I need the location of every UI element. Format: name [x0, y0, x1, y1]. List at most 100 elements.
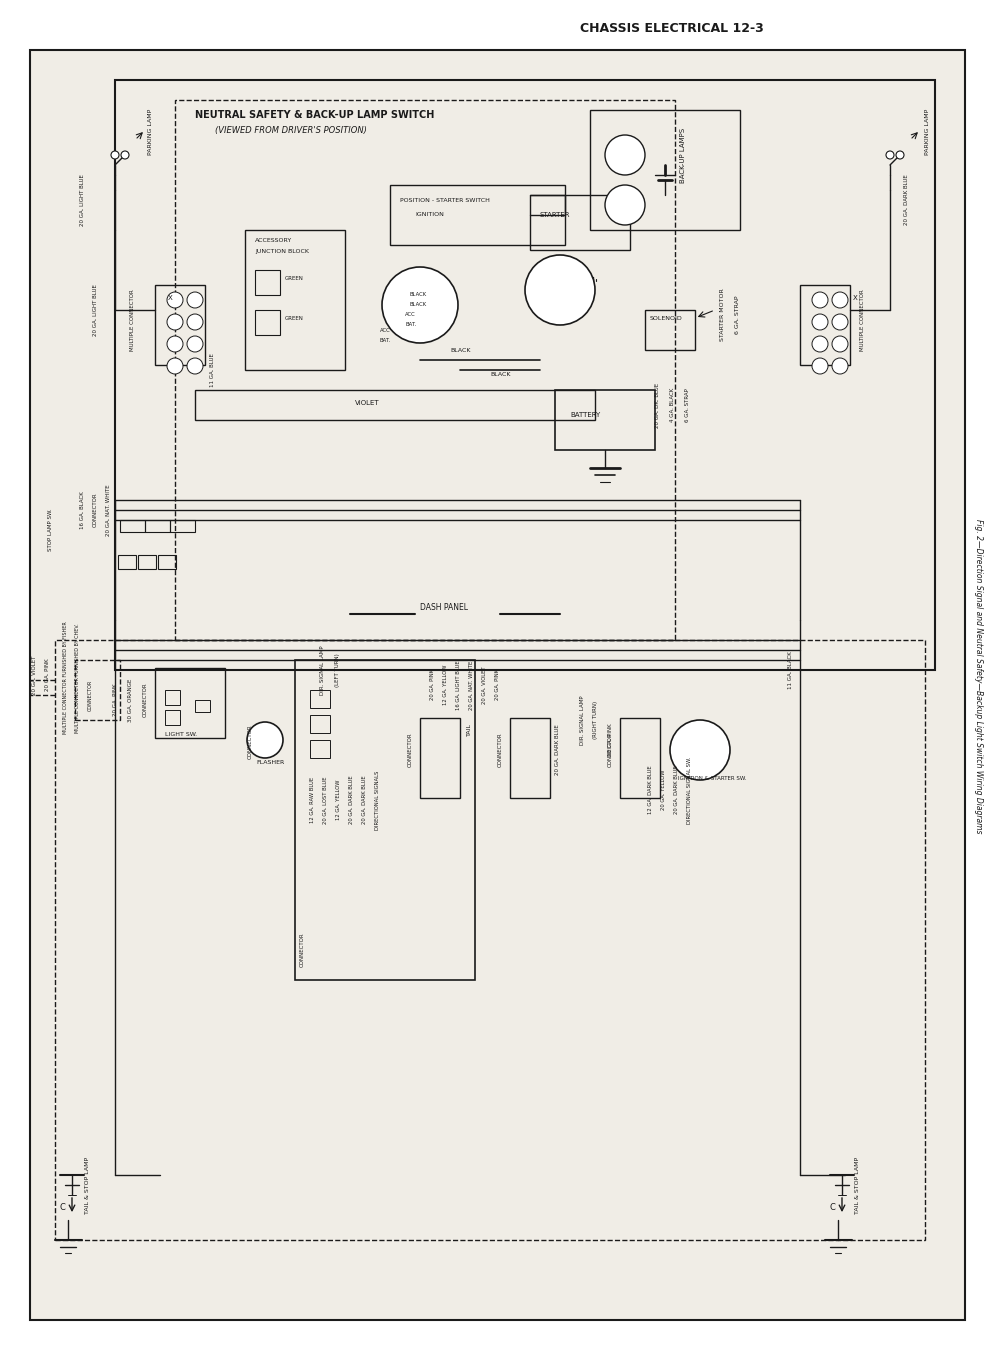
Text: BLACK: BLACK	[410, 292, 427, 297]
Text: 20 GA. DARK BLUE: 20 GA. DARK BLUE	[362, 776, 367, 825]
Circle shape	[167, 314, 183, 330]
Text: BAT.: BAT.	[380, 338, 391, 342]
Text: STOP LAMP SW.: STOP LAMP SW.	[48, 508, 53, 552]
Bar	[155, 668, 225, 738]
Text: C: C	[830, 1203, 836, 1213]
Circle shape	[167, 358, 183, 375]
Bar	[165, 710, 180, 725]
Text: 20 GA. LIGHT BLUE: 20 GA. LIGHT BLUE	[93, 284, 98, 335]
Text: 20 GA. PINK: 20 GA. PINK	[495, 669, 500, 700]
Bar	[245, 230, 345, 370]
Text: IGNITION & STARTER SW.: IGNITION & STARTER SW.	[678, 776, 746, 780]
Text: TAIL & STOP LAMP: TAIL & STOP LAMP	[855, 1156, 860, 1214]
Text: FLASHER: FLASHER	[256, 760, 284, 764]
Bar	[510, 718, 550, 798]
Text: MULTIPLE CONNECTOR FURNISHED BY CHEV.: MULTIPLE CONNECTOR FURNISHED BY CHEV.	[75, 623, 80, 733]
Circle shape	[525, 256, 595, 324]
Text: BATTERY: BATTERY	[570, 412, 600, 418]
Text: 4 GA. BLACK: 4 GA. BLACK	[670, 388, 675, 422]
Text: 20 GA. DARK BLUE: 20 GA. DARK BLUE	[349, 776, 354, 825]
Bar	[138, 556, 156, 569]
Bar	[170, 521, 195, 531]
Circle shape	[812, 314, 828, 330]
Text: DIRECTIONAL SIGNAL SW.: DIRECTIONAL SIGNAL SW.	[687, 756, 692, 823]
Bar	[645, 310, 695, 350]
Text: ACC: ACC	[380, 327, 391, 333]
Text: CONNECTOR: CONNECTOR	[93, 492, 98, 527]
Bar	[55, 639, 925, 1240]
Text: 20 GA. DARK BLUE: 20 GA. DARK BLUE	[904, 174, 909, 226]
Text: CONNECTOR: CONNECTOR	[300, 933, 305, 967]
Bar	[400, 285, 440, 324]
Text: 20 GA. DK. BLUE: 20 GA. DK. BLUE	[655, 383, 660, 427]
Text: 11 GA. BLUE: 11 GA. BLUE	[210, 353, 215, 387]
Text: 12 GA. RAW BLUE: 12 GA. RAW BLUE	[310, 777, 315, 823]
Bar	[195, 700, 210, 713]
Bar	[310, 715, 330, 733]
Text: 20 GA. DARK BLUE: 20 GA. DARK BLUE	[555, 725, 560, 776]
Text: MULTIPLE CONNECTOR: MULTIPLE CONNECTOR	[860, 289, 865, 352]
Text: CHASSIS ELECTRICAL 12-3: CHASSIS ELECTRICAL 12-3	[580, 22, 764, 35]
Text: VIOLET: VIOLET	[355, 400, 380, 406]
Text: PARKING LAMP: PARKING LAMP	[925, 110, 930, 155]
Bar	[620, 718, 660, 798]
Bar	[155, 285, 205, 365]
Text: CONNECTOR: CONNECTOR	[498, 733, 503, 768]
Text: BLACK: BLACK	[450, 347, 471, 353]
Text: PARKING LAMP: PARKING LAMP	[148, 110, 153, 155]
Text: BLACK: BLACK	[410, 303, 427, 307]
Bar	[145, 521, 170, 531]
Text: BACK-UP LAMPS: BACK-UP LAMPS	[680, 127, 686, 183]
Text: X: X	[168, 295, 172, 301]
Circle shape	[382, 266, 458, 343]
Text: DIRECTIONAL SIGNALS: DIRECTIONAL SIGNALS	[375, 771, 380, 830]
Circle shape	[187, 358, 203, 375]
Bar	[165, 690, 180, 704]
Text: LIGHT SW.: LIGHT SW.	[165, 733, 197, 737]
Circle shape	[812, 337, 828, 352]
Bar	[555, 389, 655, 450]
Text: DIR. SIGNAL LAMP: DIR. SIGNAL LAMP	[320, 645, 325, 695]
Text: ACC: ACC	[405, 312, 416, 318]
Circle shape	[167, 337, 183, 352]
Circle shape	[187, 292, 203, 308]
Circle shape	[670, 721, 730, 780]
Text: TAIL & STOP LAMP: TAIL & STOP LAMP	[85, 1156, 90, 1214]
Bar	[295, 660, 475, 980]
Bar	[310, 740, 330, 758]
Bar	[175, 100, 675, 639]
Text: 20 GA. YELLOW: 20 GA. YELLOW	[661, 769, 666, 810]
Text: (LEFT TURN): (LEFT TURN)	[335, 653, 340, 687]
Text: BAT.: BAT.	[405, 323, 416, 327]
Text: CONNECTOR: CONNECTOR	[608, 733, 613, 768]
Text: 16 GA. BLACK: 16 GA. BLACK	[80, 491, 85, 529]
Text: TAIL: TAIL	[467, 723, 472, 737]
Text: CONNECTOR: CONNECTOR	[143, 683, 148, 718]
Text: STARTER: STARTER	[540, 212, 570, 218]
Circle shape	[832, 358, 848, 375]
Circle shape	[832, 292, 848, 308]
Bar	[310, 690, 330, 708]
Text: BLACK: BLACK	[490, 373, 511, 377]
Bar	[590, 110, 740, 230]
Text: C: C	[60, 1203, 66, 1213]
Text: 30 GA. ORANGE: 30 GA. ORANGE	[128, 679, 133, 722]
Circle shape	[187, 314, 203, 330]
Text: 11 GA. BLACK: 11 GA. BLACK	[788, 652, 793, 690]
Text: Fig. 2—Direction Signal and Neutral Safety—Backup Light Switch Wiring Diagrams: Fig. 2—Direction Signal and Neutral Safe…	[974, 519, 982, 833]
Text: 20 GA. PINK: 20 GA. PINK	[45, 658, 50, 691]
Text: 20 GA. VIOLET: 20 GA. VIOLET	[32, 656, 37, 695]
Text: 20 GA. NAT. WHITE: 20 GA. NAT. WHITE	[106, 484, 111, 535]
Text: GREEN: GREEN	[285, 315, 304, 320]
Text: 20 GA. NAT. WHITE: 20 GA. NAT. WHITE	[469, 660, 474, 710]
Text: POSITION - STARTER SWITCH: POSITION - STARTER SWITCH	[400, 197, 490, 203]
Text: STARTER MOTOR: STARTER MOTOR	[720, 288, 725, 341]
Text: 12 GA. YELLOW: 12 GA. YELLOW	[443, 665, 448, 706]
Circle shape	[886, 151, 894, 160]
Circle shape	[812, 292, 828, 308]
Bar	[195, 389, 595, 420]
Text: 16 GA. LIGHT BLUE: 16 GA. LIGHT BLUE	[456, 660, 461, 710]
Circle shape	[832, 314, 848, 330]
Text: 20 GA. VIOLET: 20 GA. VIOLET	[482, 667, 487, 704]
Circle shape	[896, 151, 904, 160]
